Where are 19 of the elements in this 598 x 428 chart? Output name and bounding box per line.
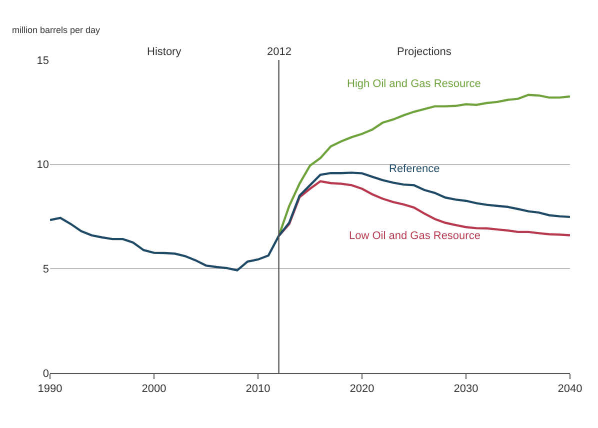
text: History xyxy=(147,46,182,58)
series-label: Low Oil and Gas Resource xyxy=(349,230,480,242)
y-tick-label: 10 xyxy=(36,159,49,172)
line-series xyxy=(50,172,570,272)
x-tick-label: 2030 xyxy=(454,383,478,396)
series-label: Reference xyxy=(389,163,440,175)
y-tick-label: 5 xyxy=(42,264,49,276)
x-tick-label: 2020 xyxy=(350,383,374,396)
x-tick-label: 2010 xyxy=(246,383,270,396)
x-tick-label: 2000 xyxy=(142,383,166,396)
ref-line-label: 2012 xyxy=(267,46,292,58)
x-tick-label: 1990 xyxy=(38,383,62,396)
line-series xyxy=(278,180,570,238)
y-tick-label: 15 xyxy=(36,54,49,67)
y-axis-title: million barrels per day xyxy=(12,25,101,35)
x-tick-label: 2040 xyxy=(558,383,582,396)
text: Projections xyxy=(397,46,452,58)
y-tick-label: 0 xyxy=(42,368,49,380)
series-label: High Oil and Gas Resource xyxy=(347,78,481,90)
